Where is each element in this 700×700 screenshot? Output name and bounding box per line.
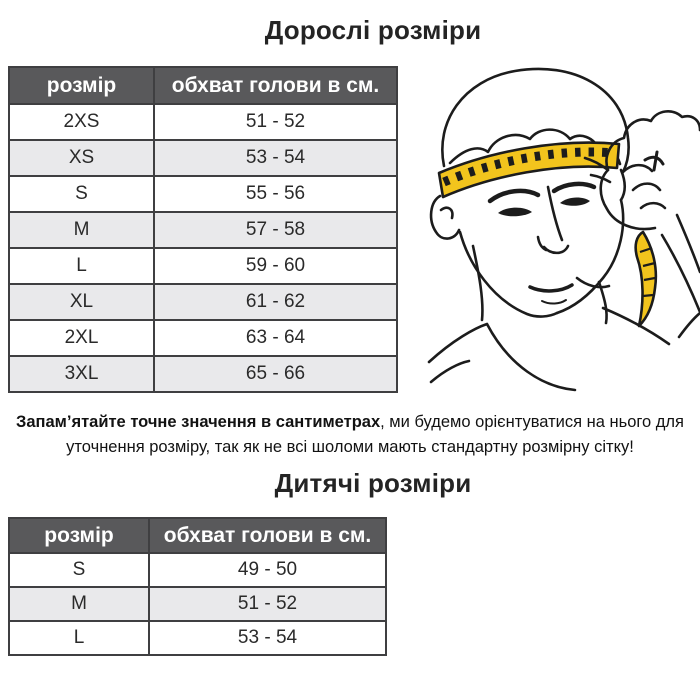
nose-bridge	[546, 185, 564, 242]
table-row: L 53 - 54	[8, 620, 387, 656]
neck-left-line	[471, 244, 484, 322]
table-header-row: розмір обхват голови в см.	[8, 517, 387, 554]
collarbone-line	[575, 276, 611, 289]
size-cell: L	[8, 247, 155, 285]
table-header-row: розмір обхват голови в см.	[8, 66, 398, 105]
circumference-column-header: обхват голови в см.	[148, 517, 387, 554]
circumference-cell: 57 - 58	[153, 211, 398, 249]
tape-tick-marks	[442, 147, 616, 187]
table-row: 2XL 63 - 64	[8, 319, 398, 357]
nose-bottom	[542, 244, 570, 255]
head-outline	[441, 67, 630, 174]
table-row: L 59 - 60	[8, 247, 398, 285]
circumference-cell: 49 - 50	[148, 552, 387, 588]
circumference-cell: 65 - 66	[153, 355, 398, 393]
cheek-chin-outline	[555, 198, 625, 315]
size-cell: XL	[8, 283, 155, 321]
inner-ear-line	[439, 206, 454, 220]
size-column-header: розмір	[8, 517, 150, 554]
mouth	[528, 283, 574, 293]
circumference-column-header: обхват голови в см.	[153, 66, 398, 105]
size-cell: 2XS	[8, 103, 155, 141]
left-shoulder-collar	[427, 322, 577, 392]
finger-curl-line-1	[621, 163, 654, 174]
palm-crease-mark-2	[652, 150, 659, 172]
size-cell: M	[8, 586, 150, 622]
table-row: S 49 - 50	[8, 552, 387, 588]
right-shoulder-line	[601, 306, 671, 346]
circumference-cell: 55 - 56	[153, 175, 398, 213]
size-cell: XS	[8, 139, 155, 177]
ear	[429, 194, 461, 240]
size-cell: 3XL	[8, 355, 155, 393]
thumb-pinch-line-2	[589, 173, 612, 184]
forearm-lower-line	[660, 233, 700, 314]
size-cell: S	[8, 552, 150, 588]
size-note-bold: Запам’ятайте точне значення в сантиметра…	[16, 413, 381, 431]
sleeve-edge-line	[677, 311, 700, 339]
size-note-rest: , ми будемо орієнтуватися на нього для у…	[66, 413, 684, 456]
lower-lip-line	[541, 299, 567, 305]
table-row: XL 61 - 62	[8, 283, 398, 321]
size-cell: 2XL	[8, 319, 155, 357]
thumb-pinch-line-1	[583, 156, 610, 172]
kids-sizes-title: Дитячі розміри	[274, 468, 472, 498]
eyebrow-left	[487, 188, 541, 204]
circumference-cell: 61 - 62	[153, 283, 398, 321]
eye-left	[498, 207, 532, 217]
table-row: 2XS 51 - 52	[8, 103, 398, 141]
circumference-cell: 53 - 54	[153, 139, 398, 177]
circumference-cell: 53 - 54	[148, 620, 387, 656]
adult-sizes-title: Дорослі розміри	[264, 15, 482, 45]
circumference-cell: 63 - 64	[153, 319, 398, 357]
adult-size-table: розмір обхват голови в см. 2XS 51 - 52 XS 5…	[8, 66, 398, 393]
circumference-cell: 51 - 52	[148, 586, 387, 622]
circumference-cell: 59 - 60	[153, 247, 398, 285]
kids-size-table: розмір обхват голови в см. S 49 - 50 M 51 -…	[8, 517, 387, 656]
finger-curl-line-2	[631, 182, 662, 192]
nose-shadow	[536, 235, 548, 252]
size-cell: M	[8, 211, 155, 249]
size-cell: S	[8, 175, 155, 213]
measuring-tape-band	[437, 141, 621, 199]
collar-inner-line	[429, 359, 471, 384]
table-row: 3XL 65 - 66	[8, 355, 398, 393]
jaw-outline	[458, 230, 559, 318]
forearm-inner-line	[675, 213, 700, 274]
eyebrow-right	[551, 181, 597, 194]
eye-right	[560, 197, 590, 206]
temple-line	[619, 168, 627, 202]
finger-curl-line-3	[639, 201, 667, 210]
head-measurement-illustration	[427, 67, 700, 392]
circumference-cell: 51 - 52	[153, 103, 398, 141]
table-row: M 57 - 58	[8, 211, 398, 249]
table-row: XS 53 - 54	[8, 139, 398, 177]
size-cell: L	[8, 620, 150, 656]
size-note: Запам’ятайте точне значення в сантиметра…	[12, 410, 688, 460]
size-column-header: розмір	[8, 66, 155, 105]
tape-tail-marks	[639, 246, 656, 298]
table-row: S 55 - 56	[8, 175, 398, 213]
hand-fist-outline	[599, 110, 700, 231]
table-row: M 51 - 52	[8, 586, 387, 622]
